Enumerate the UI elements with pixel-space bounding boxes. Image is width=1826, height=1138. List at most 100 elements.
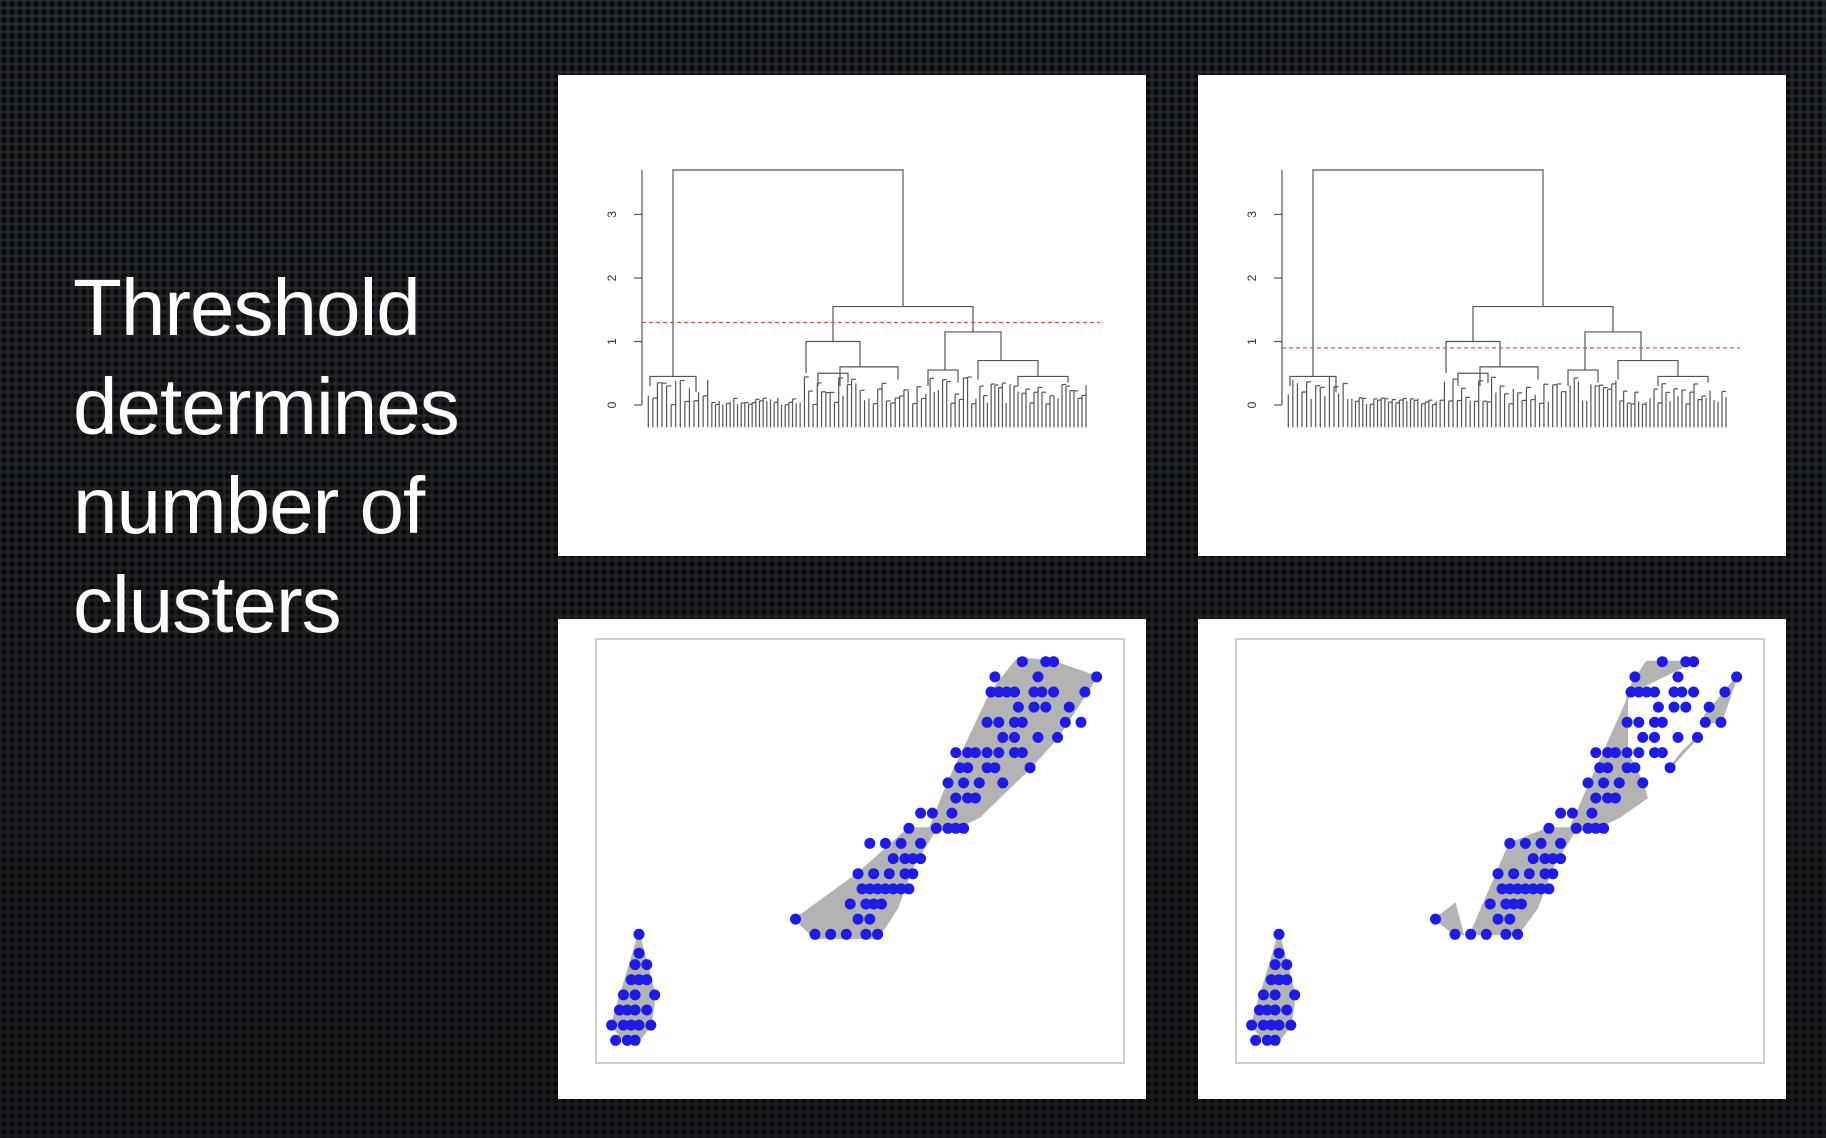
- dendrogram-link: [1017, 375, 1069, 386]
- dendrogram-panel-left: 0 1 2 3: [558, 75, 1146, 556]
- data-point: [633, 1019, 645, 1031]
- data-point: [1680, 656, 1692, 668]
- data-point: [1692, 731, 1703, 743]
- data-point: [1032, 671, 1044, 683]
- data-point: [1715, 716, 1727, 728]
- data-point: [1265, 974, 1277, 986]
- data-point: [1629, 762, 1641, 774]
- data-point: [1621, 747, 1633, 759]
- y-axis: 0 1 2 3: [605, 170, 643, 408]
- data-point: [852, 913, 864, 925]
- data-point: [1547, 853, 1559, 865]
- data-point: [1009, 716, 1020, 728]
- cluster-scatter-panel-left: [558, 619, 1146, 1099]
- slide-title-fragment: [1330, 0, 1410, 12]
- data-point: [950, 747, 962, 759]
- data-point: [1504, 883, 1516, 895]
- data-point: [1672, 671, 1684, 683]
- data-point: [895, 883, 907, 895]
- data-point: [962, 747, 974, 759]
- dendrogram-link: [1445, 340, 1501, 374]
- dendrogram-right: 0 1 2 3: [1245, 169, 1740, 428]
- data-point: [1656, 747, 1668, 759]
- data-point: [629, 959, 641, 971]
- y-axis-tick-label: 1: [1245, 338, 1259, 345]
- data-point: [1523, 868, 1535, 880]
- data-point: [1535, 883, 1547, 895]
- data-point: [1594, 762, 1606, 774]
- data-point: [1719, 686, 1731, 698]
- data-point: [1621, 762, 1633, 774]
- data-point: [985, 686, 997, 698]
- data-point: [1649, 716, 1660, 728]
- data-point: [1281, 959, 1293, 971]
- data-point: [1633, 686, 1645, 698]
- dendrogram-link: [944, 331, 1002, 371]
- dendrogram-link: [1657, 375, 1709, 386]
- data-point: [879, 883, 891, 895]
- data-point: [950, 822, 962, 834]
- data-point: [993, 716, 1005, 728]
- data-point: [840, 928, 852, 940]
- dendrogram-link: [1479, 366, 1539, 386]
- data-point: [1512, 883, 1524, 895]
- y-axis-tick-label: 0: [1245, 401, 1259, 408]
- data-point: [1633, 747, 1645, 759]
- data-point: [1582, 822, 1594, 834]
- data-point: [1028, 686, 1040, 698]
- data-point: [629, 1034, 641, 1046]
- y-axis: 0 1 2 3: [1245, 170, 1283, 408]
- data-point: [621, 1004, 633, 1016]
- data-point: [790, 913, 801, 925]
- data-point: [989, 762, 1001, 774]
- data-point: [903, 883, 915, 895]
- data-point: [1257, 1019, 1269, 1031]
- data-point: [809, 928, 821, 940]
- data-point: [856, 883, 868, 895]
- data-point: [1028, 701, 1040, 713]
- y-axis-tick-label: 1: [605, 338, 619, 345]
- data-point: [1602, 792, 1614, 804]
- dendrogram-link: [817, 372, 849, 386]
- data-point: [1091, 671, 1103, 683]
- data-point: [625, 1019, 637, 1031]
- data-point: [1273, 928, 1285, 940]
- dendrogram-link: [649, 375, 697, 393]
- data-point: [852, 868, 864, 880]
- data-point: [1250, 1034, 1262, 1046]
- data-point: [1566, 807, 1578, 819]
- data-point: [1602, 762, 1614, 774]
- data-point: [1649, 686, 1660, 698]
- data-point: [1641, 686, 1653, 698]
- y-axis-tick-label: 0: [605, 401, 619, 408]
- data-point: [1040, 701, 1052, 713]
- data-point: [1261, 1034, 1273, 1046]
- data-point: [1656, 656, 1668, 668]
- data-point: [1480, 928, 1492, 940]
- data-point: [997, 731, 1009, 743]
- data-point: [876, 898, 887, 910]
- cluster-scatter-right: [1235, 638, 1765, 1064]
- data-point: [903, 822, 915, 834]
- data-point: [864, 913, 876, 925]
- data-point: [1449, 928, 1461, 940]
- y-axis-tick-label: 3: [605, 211, 619, 218]
- data-point: [614, 1004, 625, 1016]
- data-point: [1519, 883, 1531, 895]
- data-point: [1281, 1004, 1293, 1016]
- data-point: [1246, 1019, 1258, 1031]
- data-point: [1261, 1004, 1273, 1016]
- plot-frame: [1235, 638, 1765, 1064]
- data-point: [993, 686, 1005, 698]
- data-point: [1629, 671, 1641, 683]
- y-axis-tick-label: 2: [605, 274, 619, 281]
- data-point: [1598, 777, 1610, 789]
- data-point: [969, 747, 981, 759]
- caption-line-4: clusters: [73, 560, 342, 649]
- data-point: [1688, 686, 1700, 698]
- data-point: [1637, 731, 1649, 743]
- cluster-scatter-left: [595, 638, 1125, 1064]
- data-points: [606, 656, 1103, 1046]
- data-point: [1625, 686, 1637, 698]
- data-point: [617, 1019, 629, 1031]
